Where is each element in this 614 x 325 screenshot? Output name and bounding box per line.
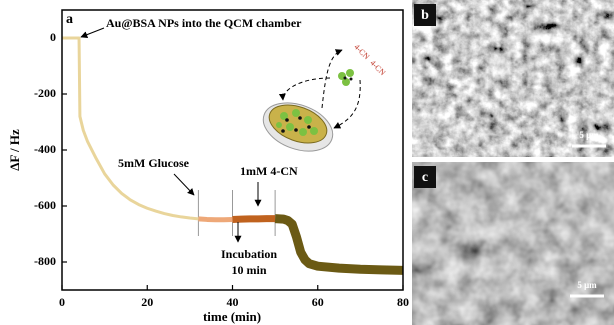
inset-schematic: 4-CN 4-CN — [262, 42, 387, 152]
scale-label: 5 μm — [579, 130, 599, 140]
image-texture — [412, 0, 614, 157]
arrow — [80, 27, 105, 38]
panel-label: a — [66, 12, 73, 27]
data-line — [62, 36, 199, 221]
data-line — [232, 215, 276, 223]
annotation: 1mM 4-CN — [240, 164, 298, 178]
label-box — [414, 166, 436, 188]
data-line — [198, 216, 233, 223]
arrow — [173, 173, 195, 196]
y-tick-label: -400 — [34, 142, 56, 156]
y-tick-label: -800 — [34, 254, 56, 268]
y-tick-label: -600 — [34, 198, 56, 212]
image-texture — [412, 162, 614, 325]
annotation: Incubation — [221, 247, 277, 261]
y-axis-title: ΔF / Hz — [7, 129, 22, 171]
axes-frame — [61, 9, 404, 291]
scale-label: 5 μm — [577, 280, 597, 290]
inset-label: 4-CN — [352, 42, 371, 61]
panel-label: b — [421, 8, 429, 23]
data-line — [274, 214, 404, 275]
label-box — [414, 4, 436, 26]
panel-label: c — [422, 170, 428, 185]
x-tick-label: 0 — [59, 295, 65, 309]
x-axis-title: time (min) — [203, 309, 261, 324]
y-tick-label: -200 — [34, 86, 56, 100]
x-tick-label: 60 — [312, 295, 324, 309]
x-tick-label: 80 — [397, 295, 409, 309]
annotation: 5mM Glucose — [118, 156, 190, 170]
sem-image-b: b 5 μm — [412, 0, 614, 157]
y-tick-label: 0 — [50, 30, 56, 44]
inset-label: 4-CN — [368, 58, 387, 77]
plot-area: 0 20 40 60 80 0 -200 -400 -600 -800 — [34, 30, 409, 309]
annotation: 10 min — [231, 263, 266, 277]
annotation: Au@BSA NPs into the QCM chamber — [106, 16, 302, 30]
x-tick-label: 40 — [227, 295, 239, 309]
sem-image-c: c 5 μm — [412, 162, 614, 325]
x-tick-label: 20 — [141, 295, 153, 309]
